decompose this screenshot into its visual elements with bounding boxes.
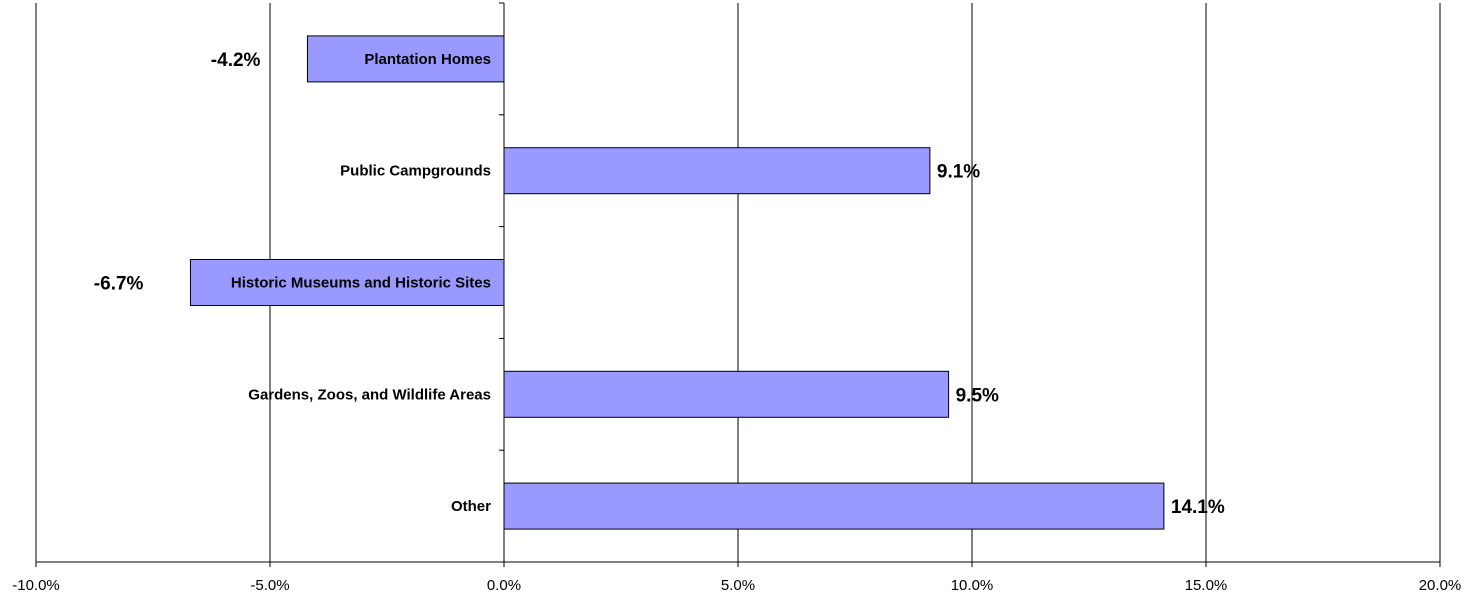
x-tick-label: -5.0% [250, 577, 289, 594]
category-label: Gardens, Zoos, and Wildlife Areas [248, 386, 491, 403]
data-label: -4.2% [211, 50, 261, 71]
grid-lines [269, 3, 1441, 562]
x-axis-tick-labels: -10.0% -5.0% 0.0% 5.0% 10.0% 15.0% 20.0% [12, 577, 1461, 594]
category-label: Plantation Homes [364, 51, 491, 68]
bar [503, 147, 931, 195]
x-tick-label: 5.0% [721, 577, 755, 594]
bar [189, 259, 505, 306]
bar [503, 370, 950, 418]
x-tick-label: 15.0% [1185, 577, 1228, 594]
category-labels: Plantation Homes Public Campgrounds Histor… [231, 51, 491, 515]
plot-area-frame [35, 2, 1441, 567]
bars [189, 35, 1165, 530]
data-label: 9.5% [956, 385, 999, 406]
bar [503, 482, 1165, 530]
category-label: Historic Museums and Historic Sites [231, 275, 491, 292]
category-label: Other [451, 498, 491, 515]
data-label: 9.1% [937, 162, 980, 183]
x-tick-label: 10.0% [951, 577, 994, 594]
bar [306, 35, 505, 83]
data-label: -6.7% [94, 274, 144, 295]
x-tick-label: 20.0% [1419, 577, 1462, 594]
data-labels: -4.2% 9.1% -6.7% 9.5% 14.1% [94, 50, 1225, 518]
category-label: Public Campgrounds [340, 163, 491, 180]
x-tick-label: -10.0% [12, 577, 60, 594]
x-tick-label: 0.0% [487, 577, 521, 594]
data-label: 14.1% [1171, 497, 1225, 518]
